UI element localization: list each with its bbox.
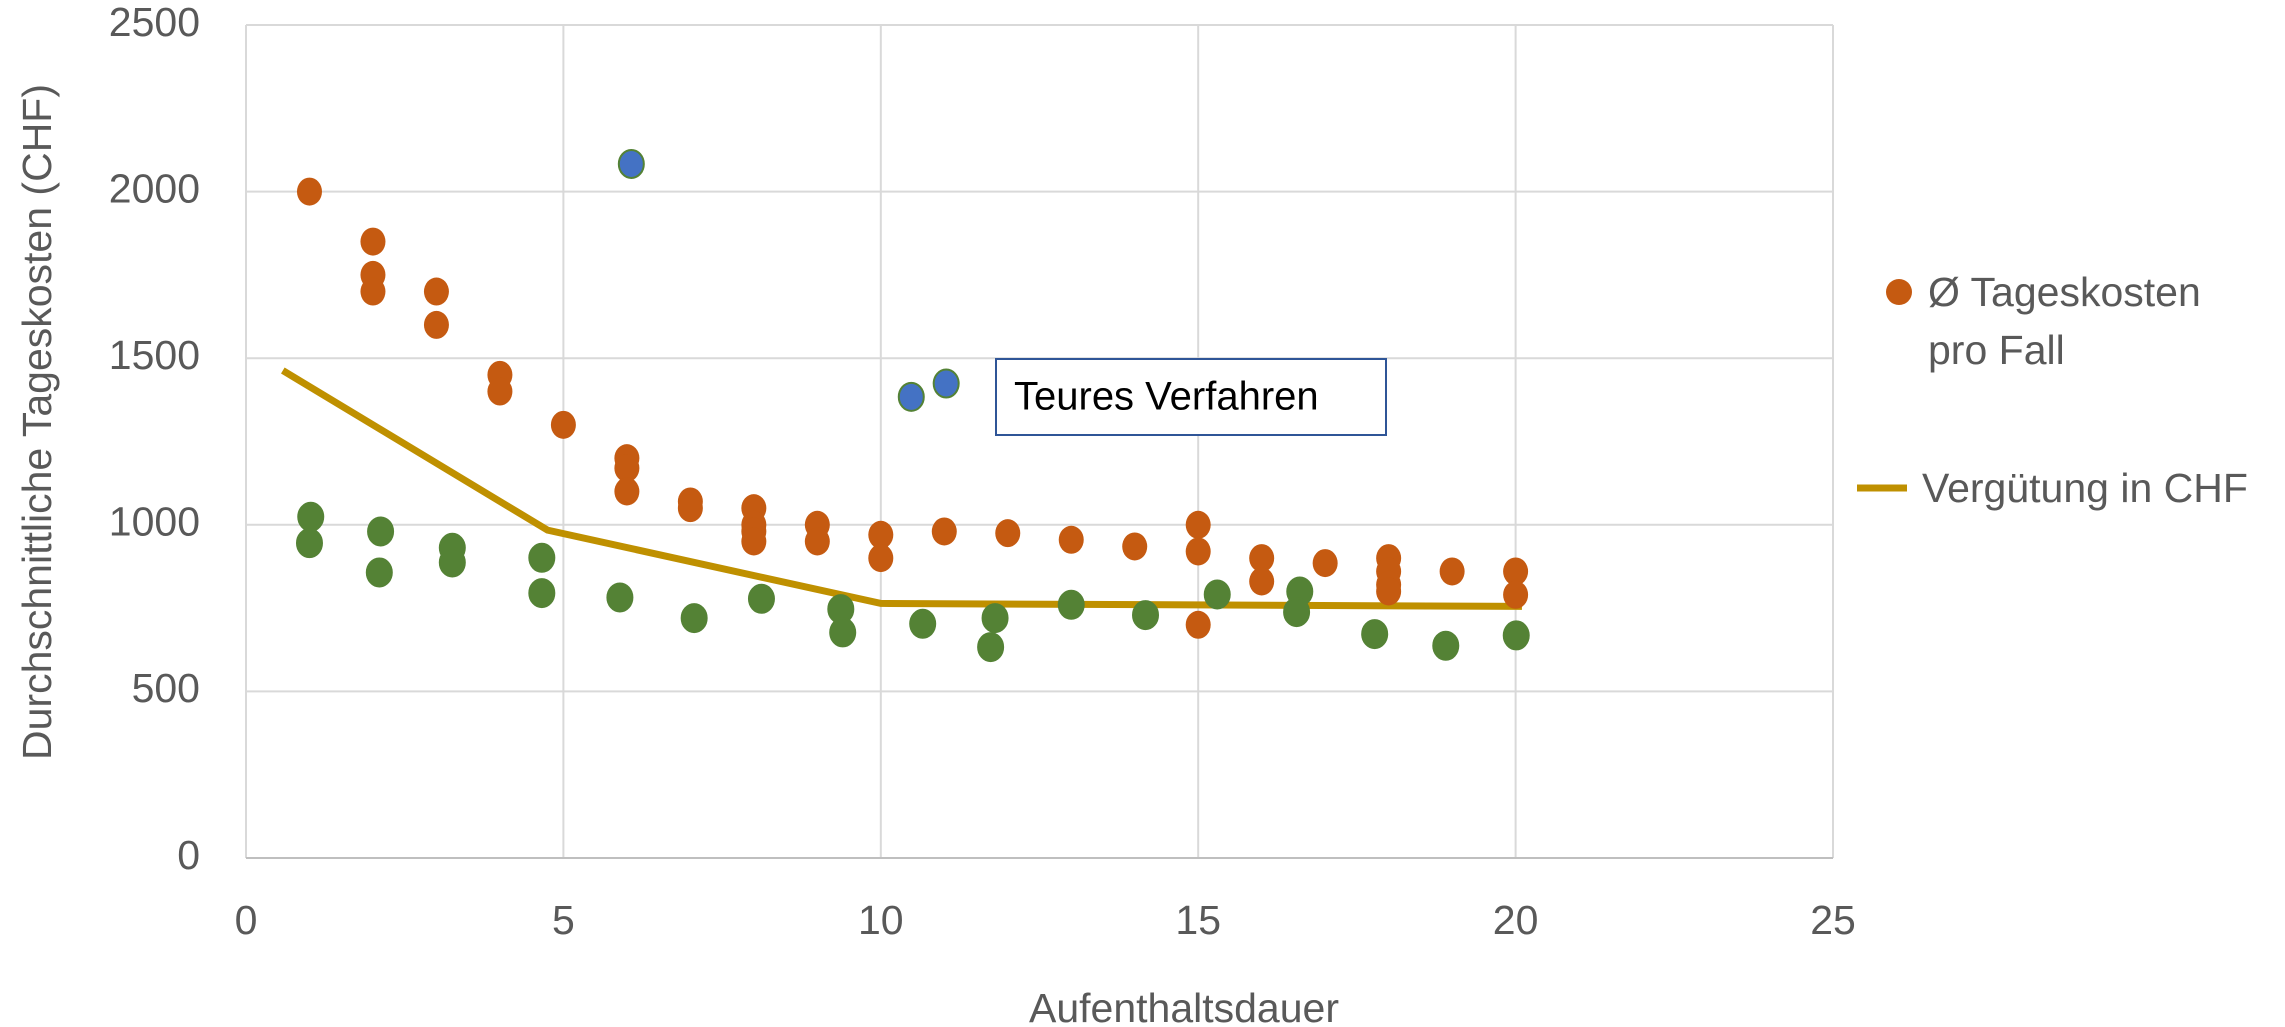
point	[296, 177, 322, 206]
point	[614, 454, 640, 483]
point	[868, 544, 894, 573]
point	[423, 310, 449, 339]
point	[1057, 589, 1085, 620]
annotation: Teures Verfahren	[1014, 375, 1319, 419]
annotation-box	[995, 358, 1387, 436]
x-tick-label: 20	[1493, 897, 1539, 943]
x-tick-label: 10	[858, 897, 904, 943]
y-axis-label: Durchschnittliche Tageskosten (CHF)	[14, 84, 60, 760]
point	[487, 377, 513, 406]
point	[606, 582, 634, 613]
point	[1122, 532, 1148, 561]
point	[1502, 620, 1530, 651]
point	[1432, 630, 1460, 661]
point	[909, 608, 937, 639]
point	[1503, 557, 1529, 586]
point	[423, 277, 449, 306]
point	[977, 632, 1005, 663]
point	[680, 603, 708, 634]
point	[550, 410, 576, 439]
point	[931, 517, 957, 546]
point	[829, 617, 857, 648]
legend-label: Vergütung in CHF	[1922, 465, 2248, 511]
point	[1312, 549, 1338, 578]
point	[367, 516, 395, 547]
point	[981, 603, 1009, 634]
point	[1058, 525, 1084, 554]
point	[1376, 577, 1402, 606]
point	[438, 547, 466, 578]
point	[868, 520, 894, 549]
legend-swatch	[1886, 279, 1912, 305]
point	[1503, 580, 1529, 609]
point	[1185, 537, 1211, 566]
point	[614, 477, 640, 506]
point	[1361, 619, 1389, 650]
point	[747, 583, 775, 614]
x-tick-label: 15	[1175, 897, 1221, 943]
y-tick-label: 500	[132, 665, 200, 711]
point	[360, 227, 386, 256]
x-tick-label: 5	[552, 897, 575, 943]
point	[1283, 597, 1311, 628]
point	[741, 527, 767, 556]
point	[1249, 544, 1275, 573]
y-tick-label: 0	[177, 832, 200, 878]
point	[897, 381, 925, 412]
legend-label: Ø Tageskosten pro Fall	[1928, 269, 2201, 373]
point	[297, 501, 325, 532]
point	[1439, 557, 1465, 586]
point	[295, 528, 323, 559]
line	[281, 367, 1522, 610]
point	[1185, 510, 1211, 539]
point	[804, 527, 830, 556]
point	[677, 494, 703, 523]
point	[995, 519, 1021, 548]
point	[617, 148, 645, 179]
point	[1132, 600, 1160, 631]
point	[528, 578, 556, 609]
y-tick-label: 2000	[109, 165, 200, 211]
y-tick-label: 1500	[109, 332, 200, 378]
x-tick-label: 0	[235, 897, 258, 943]
y-tick-label: 2500	[109, 0, 200, 45]
x-tick-label: 25	[1810, 897, 1856, 943]
point	[360, 277, 386, 306]
point	[1249, 567, 1275, 596]
point	[932, 368, 960, 399]
point	[528, 542, 556, 573]
point	[1203, 579, 1231, 610]
x-axis-label: Aufenthaltsdauer	[1029, 985, 1339, 1027]
y-tick-label: 1000	[109, 499, 200, 545]
point	[365, 557, 393, 588]
point	[1185, 610, 1211, 639]
